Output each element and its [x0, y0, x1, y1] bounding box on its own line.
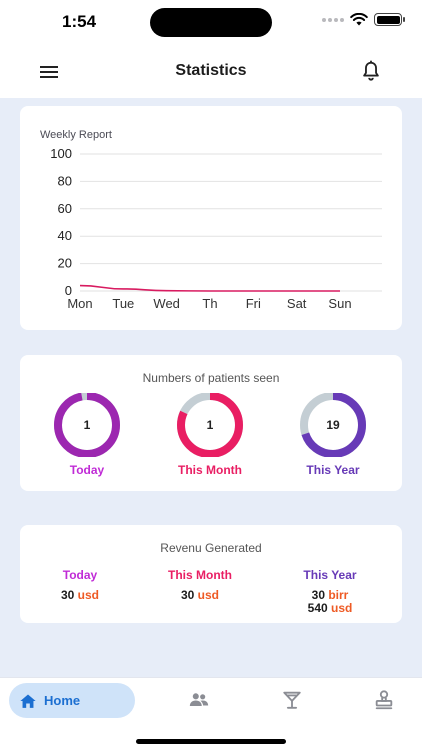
dynamic-island	[150, 8, 272, 37]
donut-this-month	[177, 393, 243, 457]
patients-this-year: 19 This Year	[293, 393, 373, 477]
x-tick-label: Sun	[328, 296, 351, 311]
weekly-report-chart: 0 20 40 60 80 100 Mon Tue Wed Th Fri Sat Sun	[50, 146, 382, 311]
weekly-report-card: Weekly Report 0 20 40 60 80 100 Mon Tue Wed Th Fri…	[20, 106, 402, 330]
amount-value: 30	[311, 588, 325, 602]
x-tick-label: Sat	[287, 296, 307, 311]
status-indicators	[322, 13, 405, 26]
y-tick-label: 60	[58, 201, 72, 216]
amount-value: 30	[60, 588, 75, 602]
y-tick-label: 40	[58, 228, 72, 243]
revenue-label-this-month: This Month	[168, 568, 232, 582]
home-icon	[20, 693, 36, 708]
amount-unit: usd	[77, 588, 100, 602]
amount-value: 540	[307, 601, 328, 615]
y-tick-label: 80	[58, 173, 72, 188]
donut-label-today: Today	[69, 463, 105, 477]
x-tick-label: Wed	[153, 296, 180, 311]
page-title: Statistics	[175, 62, 247, 79]
revenue-card: Revenu Generated Today 30 usd This Month…	[20, 525, 402, 623]
x-tick-label: Tue	[112, 296, 134, 311]
revenue-amount: 30 usd	[140, 589, 260, 602]
donut-value-this-year: 19	[326, 418, 340, 432]
bottom-nav: Home	[0, 677, 422, 750]
donut-value-today: 1	[83, 418, 91, 432]
y-tick-label: 0	[65, 283, 72, 298]
patients-title: Numbers of patients seen	[142, 371, 280, 385]
amount-unit: usd	[197, 588, 220, 602]
home-indicator	[136, 739, 286, 744]
patients-this-month: 1 This Month	[170, 393, 250, 477]
y-tick-label: 100	[50, 146, 72, 161]
revenue-this-month: This Month 30 usd	[140, 568, 260, 602]
series-line	[79, 284, 340, 292]
y-tick-label: 20	[58, 256, 72, 271]
x-tick-label: Fri	[246, 296, 261, 311]
donut-arc	[54, 393, 120, 457]
donut-label-this-month: This Month	[178, 463, 242, 477]
status-time: 1:54	[62, 12, 97, 31]
people-icon[interactable]	[188, 689, 210, 711]
app-bar: Statistics	[0, 46, 422, 98]
amount-unit: birr	[328, 588, 349, 602]
x-tick-label: Th	[202, 296, 217, 311]
x-tick-label: Mon	[67, 296, 92, 311]
weekly-report-title: Weekly Report	[40, 129, 112, 141]
revenue-amount: 30 birr	[270, 589, 390, 602]
donut-today	[54, 393, 120, 457]
hamburger-menu-icon[interactable]	[40, 63, 62, 81]
donut-arc	[300, 393, 366, 457]
donut-label-this-year: This Year	[306, 463, 360, 477]
battery-icon	[374, 13, 405, 26]
amount-value: 30	[180, 588, 195, 602]
cocktail-glass-icon[interactable]	[281, 689, 303, 711]
donut-this-year	[300, 393, 366, 457]
revenue-amount: 540 usd	[270, 602, 390, 615]
nav-home-tab[interactable]: Home	[9, 683, 135, 718]
patients-today: 1 Today	[47, 393, 127, 477]
patients-card: Numbers of patients seen 1 Today 1 This …	[20, 355, 402, 491]
nav-home-label: Home	[44, 693, 81, 708]
revenue-amount: 30 usd	[20, 589, 140, 602]
revenue-today: Today 30 usd	[20, 568, 140, 602]
bell-icon[interactable]	[360, 60, 382, 82]
wifi-icon	[350, 13, 368, 26]
revenue-title: Revenu Generated	[160, 541, 262, 555]
revenue-this-year: This Year 30 birr 540 usd	[270, 568, 390, 615]
stamp-icon[interactable]	[373, 689, 395, 711]
amount-unit: usd	[331, 601, 353, 615]
donut-value-this-month: 1	[206, 418, 214, 432]
status-bar: 1:54	[0, 0, 422, 46]
revenue-label-today: Today	[62, 568, 98, 582]
cellular-signal-icon	[322, 17, 344, 22]
donut-arc	[177, 393, 243, 457]
revenue-label-this-year: This Year	[303, 568, 357, 582]
